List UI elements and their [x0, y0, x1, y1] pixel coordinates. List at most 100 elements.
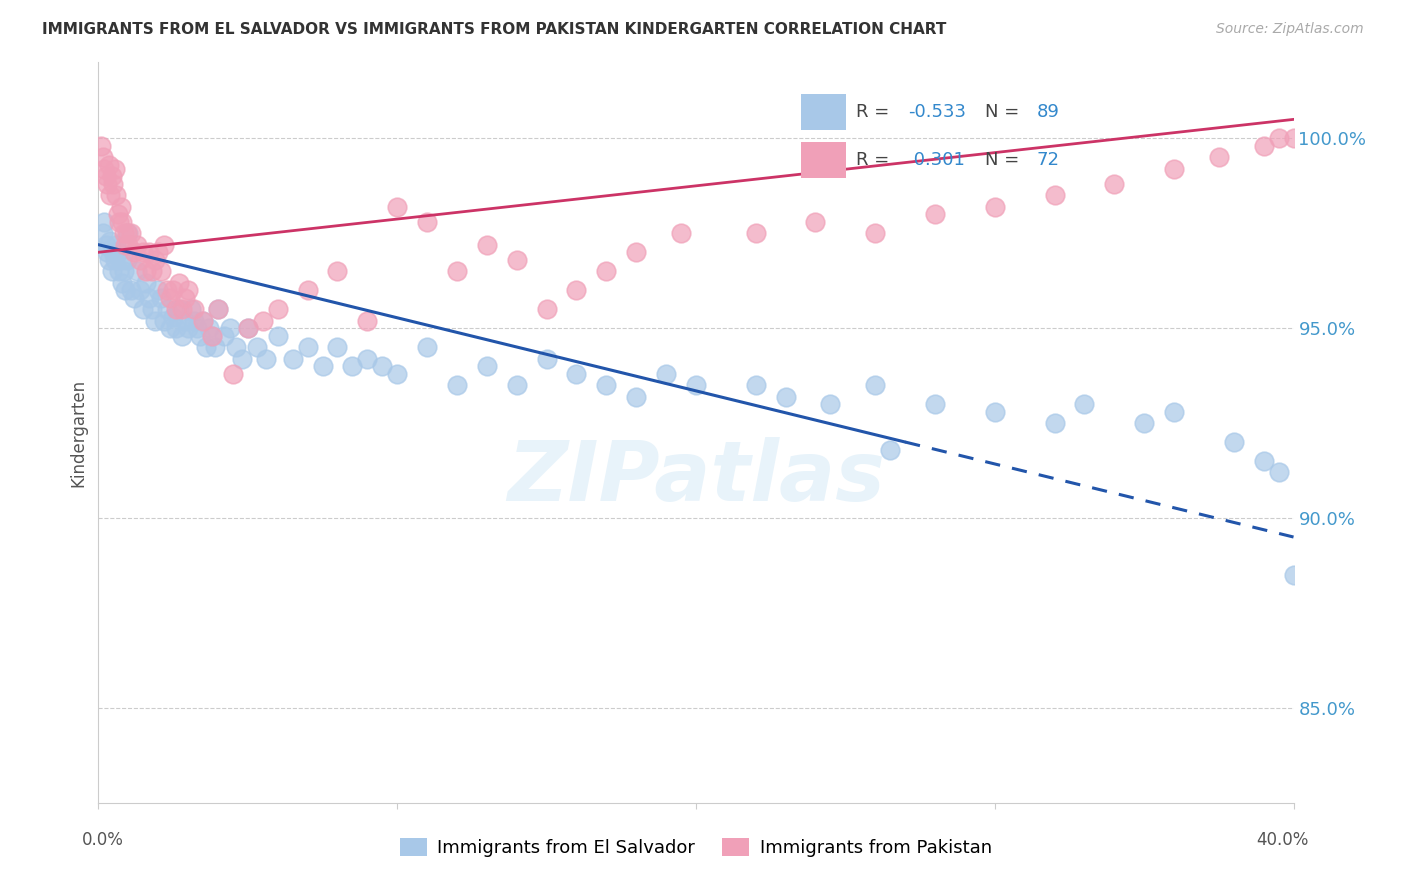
Point	[1253, 454, 1275, 468]
Point	[669, 227, 692, 241]
Point	[180, 302, 202, 317]
Point	[212, 328, 235, 343]
Point	[162, 283, 184, 297]
Point	[219, 321, 242, 335]
Point	[385, 367, 409, 381]
Point	[159, 321, 181, 335]
Point	[195, 340, 218, 354]
Point	[141, 264, 163, 278]
Point	[446, 378, 468, 392]
Point	[129, 283, 152, 297]
Point	[1208, 150, 1230, 164]
Point	[174, 291, 197, 305]
Point	[101, 264, 124, 278]
Point	[103, 245, 125, 260]
Point	[150, 264, 173, 278]
Point	[475, 237, 498, 252]
Point	[1282, 568, 1305, 582]
Point	[1163, 161, 1185, 176]
Point	[865, 378, 887, 392]
Text: R =: R =	[856, 103, 896, 121]
Point	[174, 313, 197, 327]
Point	[111, 215, 134, 229]
Point	[112, 264, 135, 278]
Point	[143, 313, 166, 327]
Point	[1043, 188, 1066, 202]
Point	[225, 340, 247, 354]
Point	[162, 310, 184, 324]
FancyBboxPatch shape	[801, 142, 846, 178]
Point	[416, 340, 439, 354]
Point	[865, 227, 887, 241]
Point	[153, 237, 176, 252]
Point	[111, 276, 134, 290]
Point	[281, 351, 304, 366]
Point	[191, 313, 214, 327]
Point	[924, 397, 946, 411]
Point	[177, 321, 200, 335]
Point	[167, 302, 190, 317]
Point	[135, 276, 157, 290]
Point	[107, 207, 129, 221]
Point	[626, 390, 648, 404]
Text: Source: ZipAtlas.com: Source: ZipAtlas.com	[1216, 22, 1364, 37]
Point	[416, 215, 439, 229]
Point	[138, 245, 160, 260]
Point	[120, 227, 142, 241]
Point	[183, 313, 205, 327]
Point	[475, 359, 498, 374]
Point	[96, 177, 118, 191]
Point	[506, 378, 529, 392]
Point	[96, 245, 118, 260]
Point	[804, 215, 827, 229]
Point	[984, 405, 1007, 419]
Text: 89: 89	[1036, 103, 1060, 121]
Text: 40.0%: 40.0%	[1256, 831, 1309, 849]
Point	[132, 302, 155, 317]
Point	[148, 245, 170, 260]
Point	[104, 252, 127, 267]
Point	[156, 302, 179, 317]
Point	[446, 264, 468, 278]
Point	[326, 340, 349, 354]
Point	[252, 313, 274, 327]
Text: 0.301: 0.301	[908, 151, 965, 169]
Point	[254, 351, 277, 366]
Point	[120, 283, 142, 297]
Point	[114, 237, 136, 252]
Point	[141, 302, 163, 317]
Point	[1104, 177, 1126, 191]
Point	[565, 283, 588, 297]
Point	[167, 276, 190, 290]
Point	[108, 264, 131, 278]
Point	[191, 313, 214, 327]
Point	[1043, 416, 1066, 430]
Point	[188, 328, 211, 343]
Text: -0.533: -0.533	[908, 103, 966, 121]
Text: N =: N =	[986, 103, 1025, 121]
Point	[124, 291, 146, 305]
Point	[115, 227, 138, 241]
Point	[172, 328, 194, 343]
Point	[148, 283, 170, 297]
Point	[127, 237, 149, 252]
Point	[91, 150, 114, 164]
Text: R =: R =	[856, 151, 896, 169]
Point	[1267, 131, 1289, 145]
Point	[108, 215, 131, 229]
Text: ZIPatlas: ZIPatlas	[508, 436, 884, 517]
Point	[94, 237, 117, 252]
Point	[626, 245, 648, 260]
Point	[127, 264, 149, 278]
Point	[385, 200, 409, 214]
Point	[297, 283, 319, 297]
Point	[115, 252, 138, 267]
Point	[198, 321, 221, 335]
Legend: Immigrants from El Salvador, Immigrants from Pakistan: Immigrants from El Salvador, Immigrants …	[392, 830, 1000, 864]
Point	[91, 227, 114, 241]
Point	[655, 367, 678, 381]
Point	[150, 291, 173, 305]
Point	[112, 227, 135, 241]
Point	[1133, 416, 1156, 430]
Point	[1253, 139, 1275, 153]
